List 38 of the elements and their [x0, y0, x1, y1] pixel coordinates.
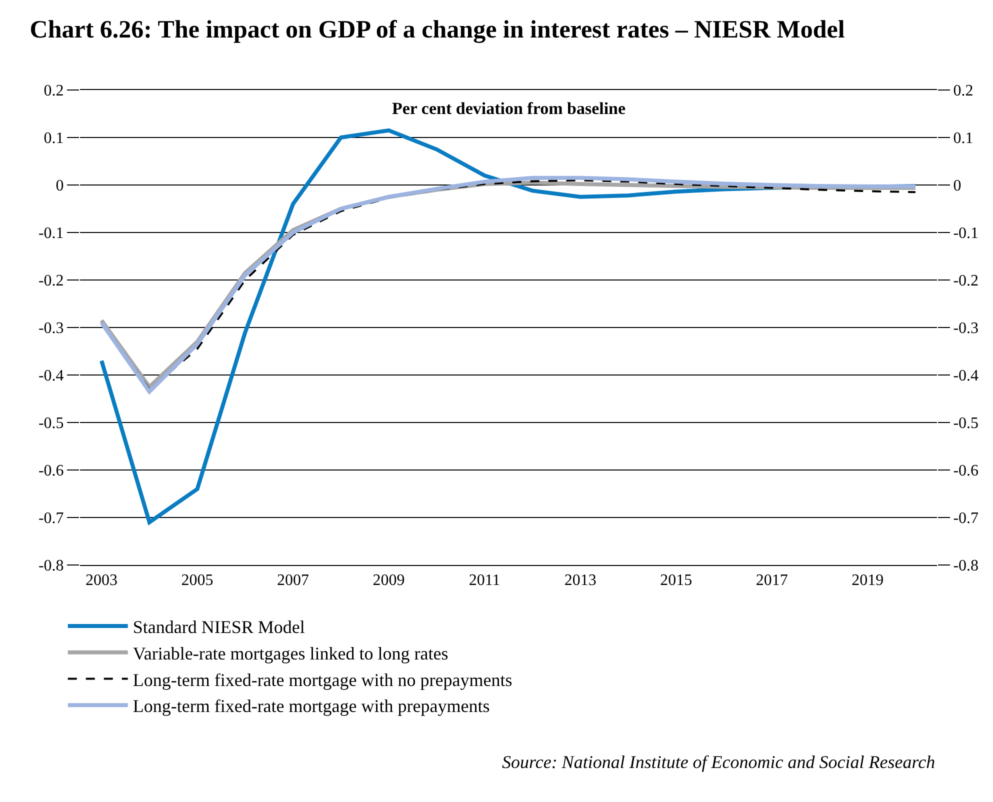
legend-label: Standard NIESR Model — [132, 616, 305, 637]
y-tick-label: 0 — [56, 178, 64, 195]
y-tick-label: -0.5 — [38, 415, 64, 432]
legend-label: Variable-rate mortgages linked to long rates — [132, 643, 448, 664]
y2-tick-label: 0.1 — [953, 130, 974, 148]
source-note: Source: National Institute of Economic and Social Research — [502, 752, 936, 772]
y2-tick-label: 0 — [953, 178, 962, 195]
x-tick-label: 2017 — [756, 572, 788, 590]
y2-tick-label: -0.3 — [953, 320, 979, 338]
y-tick-label: 0.2 — [44, 82, 64, 100]
x-tick-label: 2009 — [372, 572, 405, 590]
x-tick-label: 2007 — [277, 572, 310, 590]
y2-tick-label: -0.7 — [953, 510, 979, 528]
text: Per cent deviation from baseline — [392, 99, 626, 118]
y2-tick-label: -0.1 — [953, 225, 979, 242]
y-tick-label: -0.4 — [38, 368, 64, 385]
y2-tick-label: -0.8 — [953, 558, 979, 575]
legend-label: Long-term fixed-rate mortgage with no prepayments — [132, 670, 512, 690]
x-tick-label: 2011 — [468, 572, 500, 590]
y-tick-label: -0.8 — [38, 558, 64, 575]
y2-tick-label: -0.6 — [953, 462, 979, 480]
x-tick-label: 2013 — [564, 572, 596, 590]
x-tick-label: 2015 — [660, 572, 692, 590]
y-tick-label: 0.1 — [44, 130, 64, 148]
y2-tick-label: -0.2 — [953, 272, 979, 290]
y-tick-label: -0.1 — [38, 225, 64, 242]
chart-title: Chart 6.26: The impact on GDP of a change in interest rates – NIESR Model — [30, 16, 845, 44]
y-tick-label: -0.3 — [38, 320, 64, 338]
y2-tick-label: -0.5 — [953, 415, 979, 432]
y2-tick-label: -0.4 — [953, 368, 979, 385]
x-tick-label: 2003 — [86, 572, 118, 590]
y-tick-label: -0.2 — [38, 272, 64, 290]
x-tick-label: 2005 — [181, 572, 214, 590]
y-tick-label: -0.6 — [38, 462, 64, 480]
y2-tick-label: 0.2 — [953, 82, 974, 100]
y-tick-label: -0.7 — [38, 510, 64, 528]
x-tick-label: 2019 — [852, 572, 884, 590]
legend-label: Long-term fixed-rate mortgage with prepayments — [132, 696, 490, 716]
